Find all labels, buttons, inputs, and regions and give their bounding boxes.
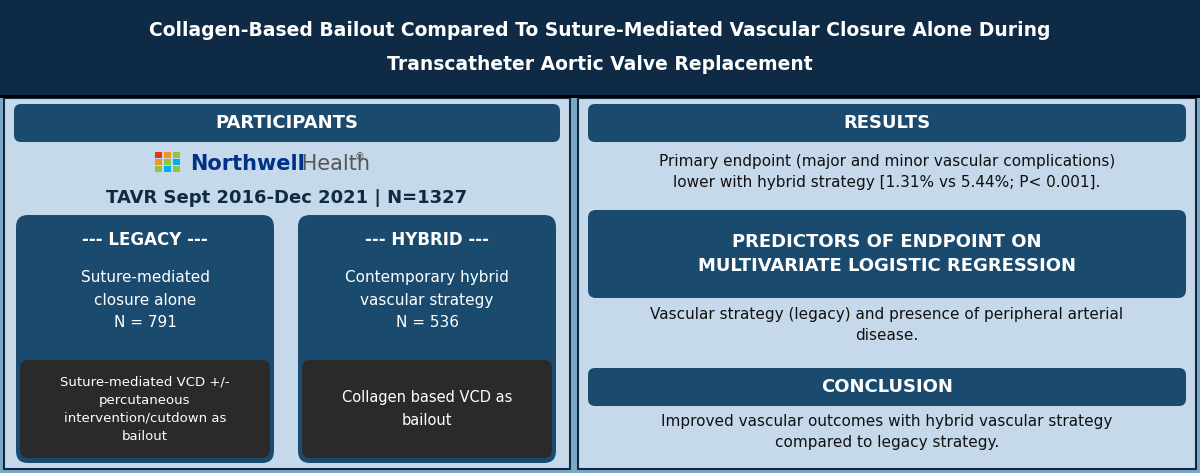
Bar [0, 95, 1200, 98]
Bar [164, 152, 172, 158]
FancyBboxPatch shape [302, 360, 552, 458]
Text: --- LEGACY ---: --- LEGACY --- [82, 231, 208, 249]
Bar [155, 166, 162, 172]
Text: ®: ® [355, 152, 365, 162]
Bar [173, 152, 180, 158]
Bar [578, 98, 1196, 469]
Bar [164, 166, 172, 172]
FancyBboxPatch shape [14, 104, 560, 142]
Text: Suture-mediated
closure alone
N = 791: Suture-mediated closure alone N = 791 [80, 270, 210, 330]
Text: PREDICTORS OF ENDPOINT ON
MULTIVARIATE LOGISTIC REGRESSION: PREDICTORS OF ENDPOINT ON MULTIVARIATE L… [698, 233, 1076, 275]
Bar [173, 159, 180, 165]
Text: Collagen-Based Bailout Compared To Suture-Mediated Vascular Closure Alone During: Collagen-Based Bailout Compared To Sutur… [149, 20, 1051, 40]
Bar [164, 159, 172, 165]
Text: Northwell: Northwell [190, 154, 305, 174]
Text: Vascular strategy (legacy) and presence of peripheral arterial
disease.: Vascular strategy (legacy) and presence … [650, 307, 1123, 343]
Text: TAVR Sept 2016-Dec 2021 | N=1327: TAVR Sept 2016-Dec 2021 | N=1327 [107, 189, 468, 207]
Bar [4, 98, 570, 469]
Text: Transcatheter Aortic Valve Replacement: Transcatheter Aortic Valve Replacement [388, 55, 812, 75]
Bar [173, 166, 180, 172]
Text: Suture-mediated VCD +/-
percutaneous
intervention/cutdown as
bailout: Suture-mediated VCD +/- percutaneous int… [60, 376, 230, 443]
FancyBboxPatch shape [588, 104, 1186, 142]
Text: Health: Health [295, 154, 370, 174]
Bar [0, 0, 1200, 95]
Text: Primary endpoint (major and minor vascular complications)
lower with hybrid stra: Primary endpoint (major and minor vascul… [659, 154, 1115, 190]
FancyBboxPatch shape [298, 215, 556, 463]
FancyBboxPatch shape [588, 368, 1186, 406]
FancyBboxPatch shape [16, 215, 274, 463]
FancyBboxPatch shape [588, 210, 1186, 298]
Text: CONCLUSION: CONCLUSION [821, 378, 953, 396]
Text: RESULTS: RESULTS [844, 114, 931, 132]
Text: Contemporary hybrid
vascular strategy
N = 536: Contemporary hybrid vascular strategy N … [346, 270, 509, 330]
Text: --- HYBRID ---: --- HYBRID --- [365, 231, 490, 249]
Bar [155, 159, 162, 165]
Bar [155, 152, 162, 158]
FancyBboxPatch shape [20, 360, 270, 458]
Text: Improved vascular outcomes with hybrid vascular strategy
compared to legacy stra: Improved vascular outcomes with hybrid v… [661, 414, 1112, 450]
Text: Collagen based VCD as
bailout: Collagen based VCD as bailout [342, 390, 512, 428]
Text: PARTICIPANTS: PARTICIPANTS [216, 114, 359, 132]
